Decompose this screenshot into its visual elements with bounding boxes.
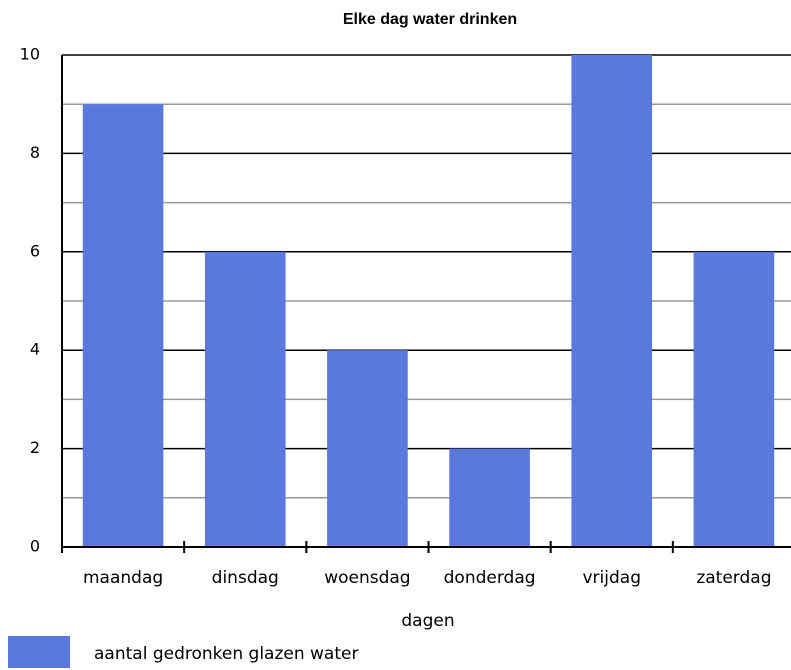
x-tick-label: donderdag xyxy=(444,568,536,588)
chart-title: Elke dag water drinken xyxy=(343,11,517,28)
bar xyxy=(693,251,775,548)
y-tick-label: 6 xyxy=(30,241,40,260)
y-tick-label: 2 xyxy=(30,438,40,457)
x-tick-label: woensdag xyxy=(324,568,410,588)
bar xyxy=(204,251,286,548)
x-tick-label: dinsdag xyxy=(212,568,279,588)
y-tick-label: 8 xyxy=(30,143,40,162)
x-tick-label: maandag xyxy=(83,568,163,588)
y-tick-label: 10 xyxy=(20,45,40,64)
x-tick-label: vrijdag xyxy=(583,568,642,588)
x-tick-label: zaterdag xyxy=(696,568,771,588)
bar xyxy=(327,350,408,547)
y-tick-label: 4 xyxy=(30,340,40,359)
legend-label: aantal gedronken glazen water xyxy=(94,644,358,664)
x-axis-label: dagen xyxy=(401,611,454,631)
legend-swatch xyxy=(8,636,70,668)
bar xyxy=(571,55,653,547)
bar xyxy=(449,448,530,547)
y-tick-label: 0 xyxy=(30,537,40,556)
bar xyxy=(82,104,164,547)
